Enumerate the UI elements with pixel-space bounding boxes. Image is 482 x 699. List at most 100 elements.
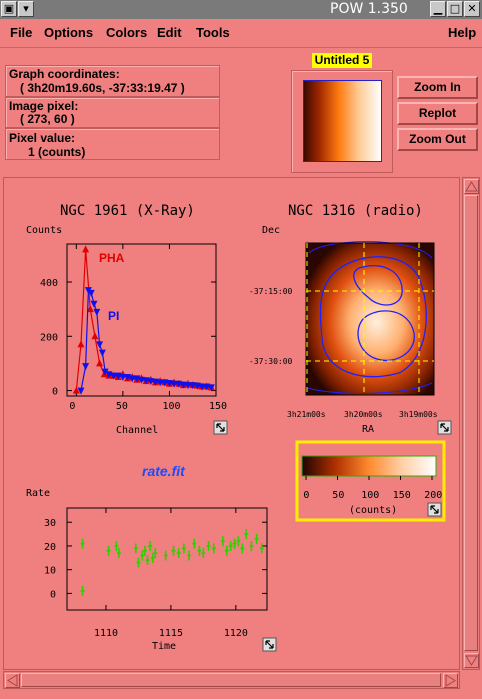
radio-plot[interactable]: NGC 1316 (radio) Dec -37: [249, 203, 438, 435]
horizontal-scroll-thumb[interactable]: [21, 673, 441, 687]
xray-point-pi: [82, 363, 90, 371]
radio-xlabel: RA: [362, 424, 374, 435]
xray-point-pi: [119, 374, 127, 381]
vertical-scrollbar[interactable]: [462, 177, 480, 670]
rate-ytick-label: 0: [50, 589, 56, 600]
menu-options[interactable]: Options: [44, 25, 94, 40]
rate-point: [80, 586, 85, 597]
zoom-out-button[interactable]: Zoom Out: [397, 128, 478, 151]
rate-point: [254, 533, 259, 544]
rate-ylabel: Rate: [26, 488, 50, 499]
scroll-left-arrow[interactable]: [5, 673, 20, 688]
rate-point: [259, 543, 264, 554]
preview-thumbnail[interactable]: [303, 80, 382, 162]
xray-point-pha: [82, 245, 90, 253]
rate-resize-handle[interactable]: [262, 637, 277, 652]
xray-ytick-label: 400: [40, 278, 58, 289]
rate-point: [232, 538, 237, 549]
xray-line-pi: [80, 288, 212, 391]
preview-panel[interactable]: [291, 70, 393, 173]
window-menu-button[interactable]: ▣: [1, 1, 17, 17]
rate-point: [201, 548, 206, 559]
xray-point-pi: [179, 381, 187, 389]
rate-plot[interactable]: rate.fit Rate 1110 1115 1120 0 10 20 30 Time: [26, 463, 268, 652]
rate-ytick-label: 20: [44, 542, 56, 553]
replot-button[interactable]: Replot: [397, 102, 478, 125]
colorbar-tick-label: 100: [361, 490, 379, 501]
rate-point: [187, 550, 192, 561]
menu-edit[interactable]: Edit: [157, 25, 182, 40]
colorbar-tick-label: 200: [424, 490, 442, 501]
image-pixel-label: Image pixel:: [9, 99, 79, 113]
menu-tools[interactable]: Tools: [196, 25, 230, 40]
pixel-value-label: Pixel value:: [9, 131, 76, 145]
rate-point: [176, 548, 181, 559]
zoom-in-button[interactable]: Zoom In: [397, 76, 478, 99]
plots-svg: NGC 1961 (X-Ray) Counts 0 50 100 1500200400…: [26, 203, 452, 652]
xray-resize-handle[interactable]: [213, 420, 228, 435]
rate-point: [220, 536, 225, 547]
xray-ytick-label: 0: [52, 387, 58, 398]
xray-marks: [72, 245, 215, 395]
maximize-button[interactable]: □: [447, 1, 463, 17]
colorbar-resize-handle[interactable]: [427, 502, 442, 517]
xray-point-pi: [98, 349, 106, 357]
radio-ytick-1: -37:15:00: [249, 287, 293, 296]
colorbar-tick-label: 0: [303, 490, 309, 501]
radio-contour-lobe: [357, 310, 415, 362]
colorbar[interactable]: 0 50 100 150 200 (counts): [295, 440, 446, 522]
rate-xtick-label: 1120: [224, 628, 248, 639]
graph-coordinates-value: ( 3h20m19.60s, -37:33:19.47 ): [20, 81, 185, 95]
xray-point-pha: [100, 370, 108, 378]
rate-point: [114, 540, 119, 551]
menu-help[interactable]: Help: [448, 25, 477, 40]
scroll-up-arrow[interactable]: [464, 179, 479, 194]
xray-point-pi: [87, 289, 95, 297]
xray-point-pha: [72, 386, 80, 394]
graph-canvas[interactable]: NGC 1961 (X-Ray) Counts 0 50 100 150 0 200 400…: [3, 177, 460, 670]
rate-point: [244, 529, 249, 540]
rate-xlabel: Time: [152, 641, 176, 652]
rate-point: [145, 555, 150, 566]
rate-ytick-label: 30: [44, 518, 56, 529]
radio-resize-handle[interactable]: [437, 420, 452, 435]
xray-point-pi: [161, 379, 169, 387]
xray-xtick-label: 50: [116, 401, 128, 412]
xray-point-pi: [110, 372, 118, 380]
rate-marks: [80, 529, 264, 597]
rate-point: [148, 540, 153, 551]
xray-plot[interactable]: NGC 1961 (X-Ray) Counts 0 50 100 150 0 200 400…: [26, 203, 227, 436]
xray-point-pi: [147, 378, 155, 386]
close-button[interactable]: ✕: [464, 1, 480, 17]
xray-title: NGC 1961 (X-Ray): [60, 203, 195, 219]
menu-colors[interactable]: Colors: [106, 25, 148, 40]
xray-ytick-label: 200: [40, 332, 58, 343]
xray-line-pha: [75, 249, 212, 391]
pixel-value-value: 1 (counts): [28, 145, 86, 159]
rate-point: [240, 543, 245, 554]
radio-contour-inner: [353, 264, 403, 306]
xray-point-pi: [128, 375, 136, 383]
window-titlebar[interactable]: ▣ ▾ POW 1.350 ▁ □ ✕: [0, 0, 482, 19]
radio-xtick-2: 3h20m00s: [344, 410, 383, 419]
scroll-down-arrow[interactable]: [464, 653, 479, 668]
horizontal-scrollbar[interactable]: [3, 671, 460, 689]
rate-point: [140, 550, 145, 561]
rate-point: [171, 545, 176, 556]
radio-ylabel: Dec: [262, 225, 280, 236]
vertical-scroll-thumb[interactable]: [464, 195, 478, 651]
minimize-button[interactable]: ▁: [430, 1, 446, 17]
rate-point: [142, 545, 147, 556]
xray-point-pha: [96, 359, 104, 367]
rate-point: [192, 538, 197, 549]
window-shade-button[interactable]: ▾: [18, 1, 34, 17]
graph-coordinates-panel: Graph coordinates: ( 3h20m19.60s, -37:33…: [5, 65, 220, 97]
menu-file[interactable]: File: [10, 25, 33, 40]
xray-point-pi: [101, 368, 109, 376]
xray-axes: 0 50 100 150 0 200 400: [40, 244, 227, 412]
image-pixel-panel: Image pixel: ( 273, 60 ): [5, 97, 220, 128]
xray-xlabel: Channel: [116, 425, 158, 436]
scroll-right-arrow[interactable]: [443, 673, 458, 688]
rate-point: [150, 552, 155, 563]
colorbar-highlight: [295, 440, 446, 522]
